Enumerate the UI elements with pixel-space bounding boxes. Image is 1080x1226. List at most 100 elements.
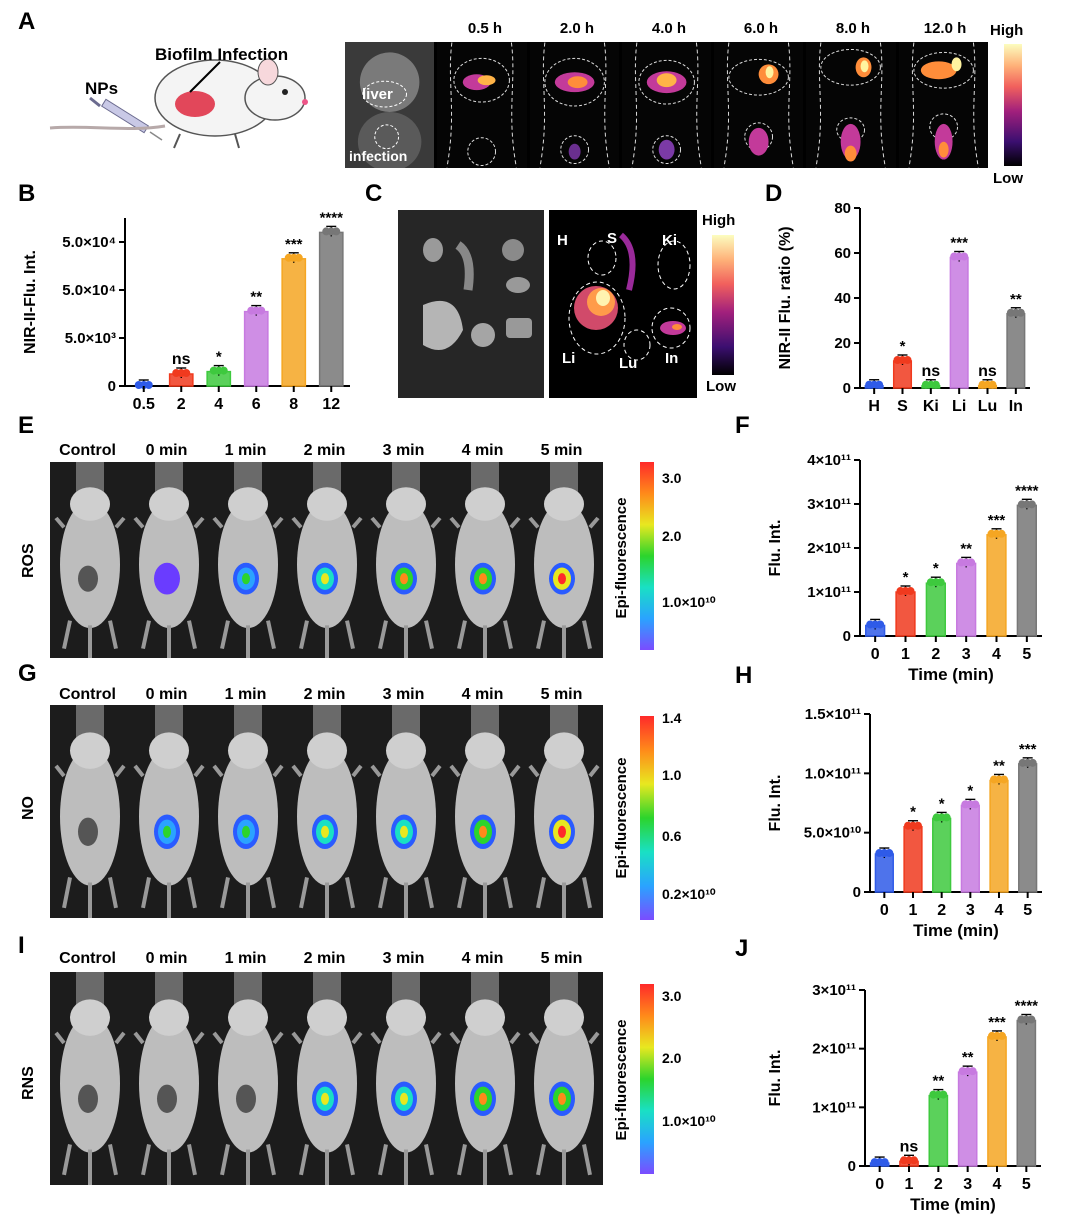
data-point [960, 252, 969, 261]
y-tick-label: 1×10¹¹ [812, 1099, 856, 1116]
mouse-image-tile [129, 462, 208, 658]
column-label: 0 min [145, 442, 188, 459]
organ-label-li: Li [562, 350, 576, 367]
significance-label: ** [960, 540, 972, 557]
panel-letter-f: F [735, 412, 750, 439]
y-tick-label: 5.0×10¹⁰ [804, 825, 861, 842]
nir-frame-2h [529, 42, 619, 168]
bar [925, 582, 946, 637]
column-label: Control [59, 442, 116, 459]
column-label: 1 min [224, 686, 267, 703]
colorbar-tick: 0.6 [662, 828, 682, 844]
timepoint-label: 6.0 h [743, 20, 779, 37]
bar [957, 1071, 978, 1167]
x-tick-label: 3 [962, 646, 971, 663]
mouse-body [218, 1014, 278, 1153]
column-label: 1 min [224, 950, 267, 967]
fluorescence-signal [470, 562, 496, 595]
y-tick-label: 4×10¹¹ [807, 452, 851, 469]
bar [960, 804, 980, 893]
colorbar-tick: 2.0 [662, 528, 682, 544]
x-tick-label: 0 [871, 646, 880, 663]
fluorescence-signal [549, 562, 575, 595]
timepoint-label: 4.0 h [651, 20, 687, 37]
significance-label: * [216, 349, 222, 366]
bar [892, 360, 913, 389]
colorbar-tick: 0.2×10¹⁰ [662, 886, 716, 902]
x-tick-label: 6 [252, 396, 261, 413]
data-point [936, 578, 945, 587]
x-tick-label: Ki [923, 398, 939, 415]
y-axis-label: NIR-II-Flu. Int. [22, 250, 39, 354]
chart-f-ros-intensity: 0 1×10¹¹ 2×10¹¹ 3×10¹¹ 4×10¹¹ Flu. Int. 0 1 * 2 * 3… [767, 452, 1042, 684]
significance-label: * [939, 795, 945, 812]
chart-b-nir-intensity: 0 5.0×10³ 5.0×10⁴ 5.0×10⁴ NIR-II-Flu. Int. 0.… [22, 209, 350, 413]
colorbar-tick: 1.0 [662, 767, 682, 783]
bar [874, 853, 894, 893]
organ-label-lu: Lu [619, 355, 638, 372]
fluorescence-signal [391, 1081, 417, 1117]
data-point [219, 366, 228, 375]
data-point [876, 620, 885, 629]
significance-label: ** [932, 1073, 944, 1090]
data-point [914, 821, 922, 830]
x-tick-label: 1 [905, 1176, 914, 1193]
x-axis-label: Time (min) [913, 921, 999, 940]
nir-frame-0p5h [437, 42, 527, 168]
panel-letter-c: C [365, 180, 383, 207]
timepoint-label: 0.5 h [467, 20, 503, 37]
nps-label: NPs [85, 79, 118, 98]
data-point [906, 587, 915, 595]
column-label: Control [59, 686, 116, 703]
data-point [931, 380, 940, 389]
significance-label: ns [900, 1138, 919, 1155]
mouse-body [139, 1014, 199, 1153]
y-tick-label: 2×10¹¹ [807, 540, 851, 557]
data-point [968, 1067, 977, 1076]
data-point [903, 356, 912, 364]
fluorescence-signal [549, 814, 575, 850]
bar [928, 1094, 949, 1167]
x-tick-label: 4 [992, 646, 1001, 663]
x-tick-label: 2 [177, 396, 186, 413]
column-label: 4 min [461, 442, 504, 459]
nir-frame-12h [898, 42, 988, 168]
data-point [942, 813, 951, 822]
nir-frame-8h [806, 42, 896, 168]
fluorescence-signal [470, 814, 496, 850]
fluorescence-signal [312, 1081, 338, 1117]
x-tick-label: 2 [931, 646, 940, 663]
data-point [1027, 500, 1036, 509]
significance-label: ** [250, 289, 262, 306]
panel-letter-a: A [18, 8, 36, 35]
ros-imaging-strip [50, 462, 603, 658]
organ-nir-image: H S Ki Li Lu In [549, 210, 697, 398]
x-tick-label: 8 [289, 396, 298, 413]
x-tick-label: 5 [1022, 646, 1031, 663]
infection-site [157, 1084, 177, 1113]
significance-label: ns [978, 363, 997, 380]
significance-label: * [967, 782, 973, 799]
mouse-image-tile [208, 705, 287, 918]
column-label: 4 min [461, 686, 504, 703]
bar [243, 310, 269, 387]
bar [895, 591, 916, 637]
organ-label-h: H [557, 232, 568, 249]
bar [281, 258, 307, 387]
x-tick-label: 4 [995, 902, 1004, 919]
row-label-no: NO [20, 796, 37, 820]
x-tick-label: 12 [322, 396, 340, 413]
significance-label: * [900, 338, 906, 355]
x-tick-label: 0 [880, 902, 889, 919]
colorbar-high-label: High [702, 212, 736, 229]
bar [986, 534, 1007, 637]
colorbar-low-label: Low [706, 378, 736, 395]
panel-letter-i: I [18, 932, 25, 959]
fluorescence-signal [312, 814, 338, 850]
colorbar-tick: 1.0×10¹⁰ [662, 594, 716, 610]
data-point [875, 380, 884, 389]
x-tick-label: H [868, 398, 880, 415]
y-tick-label: 0 [108, 378, 116, 395]
mouse-image-tile [445, 462, 524, 658]
nir-imaging-strip: liver infection [345, 42, 988, 168]
